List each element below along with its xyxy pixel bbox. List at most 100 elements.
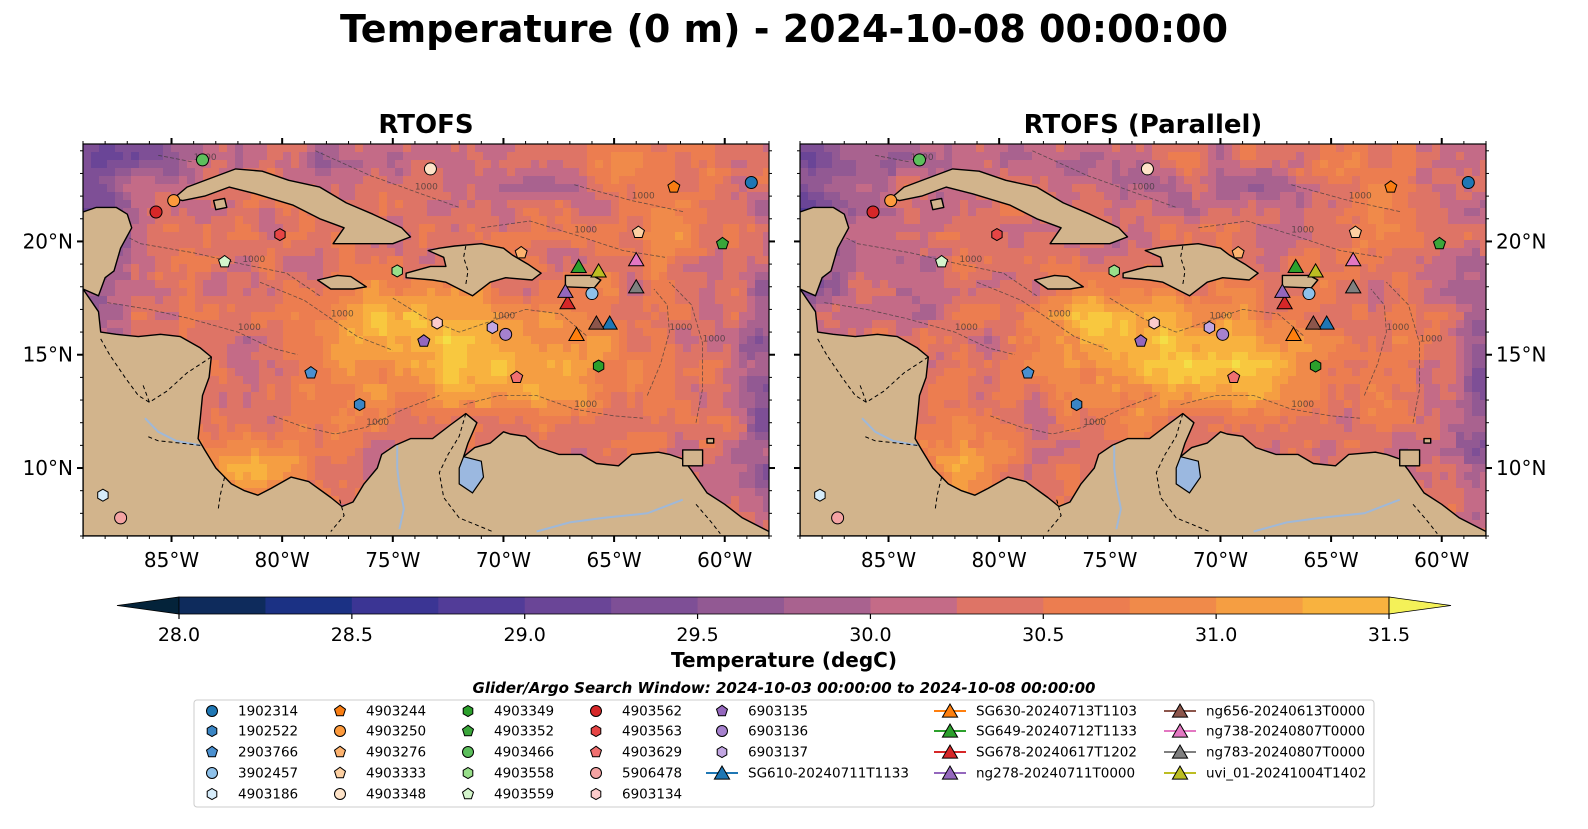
country-border [100,338,150,403]
legend-label: 1902522 [238,724,298,740]
colorbar-bin [611,597,699,614]
x-tick-label: 60°W [1414,548,1469,572]
bathymetry-contours: 1000 1000 1000 1000 1000 1000 1000 1000 1000 1000… [808,150,1443,435]
landmass-tobago [706,437,715,444]
colorbar-bin [1043,597,1131,614]
contour-label: 1000 [1349,192,1372,202]
legend-label: 2903766 [238,745,298,761]
platform-marker-uvi_01-20241004T1402 [590,262,608,278]
colorbar-extend-max [1388,596,1452,615]
platform-marker-6903135 [1134,334,1148,347]
landmass-hispaniola [405,243,542,297]
platform-marker-3902457 [585,287,599,301]
platform-marker-4903186 [814,488,826,502]
bathymetry-line [1180,395,1360,419]
legend-label: 4903333 [366,766,426,782]
platform-marker-SG630-20240713T1103 [1285,326,1302,341]
contour-label: 1000 [366,418,389,428]
river [861,417,918,447]
platform-marker-SG678-20240617T1202 [559,294,577,310]
colorbar-bin [870,597,958,614]
map-area: 1000 1000 1000 1000 1000 1000 1000 1000 1000 1000… [800,144,1486,536]
legend-marker-6903137 [716,745,728,759]
platform-marker-SG649-20240712T1133 [1287,258,1305,273]
legend-item: 4903250 [334,724,426,740]
axis-ticks: 85°W 80°W 75°W 70°W 65°W 60°W 20°N 15°N 10°N [23,138,775,572]
platform-marker-6903135 [417,334,431,347]
lake-maracaibo [458,455,485,494]
colorbar-tick-label: 31.0 [1195,624,1237,646]
legend-item: 4903629 [589,745,682,761]
legend-item: 6903137 [716,745,808,761]
legend-item: 6903135 [715,704,808,720]
legend-box [193,699,1375,808]
bathymetry-line [1109,297,1305,337]
contour-label: 1000 [242,255,265,265]
landmass-tobago [1423,437,1432,444]
legend-marker-4903563 [590,724,602,738]
legend-label: ng738-20240807T0000 [1206,724,1365,740]
bathymetry-line [481,220,666,258]
colorbar-tick-label: 30.5 [1022,624,1064,646]
legend-item: ng738-20240807T0000 [1164,723,1365,740]
legend-label: SG630-20240713T1103 [976,704,1137,720]
bathymetry-line [1198,220,1383,258]
legend-label: 5906478 [622,766,682,782]
platform-marker-4903186 [97,488,109,502]
legend-item: 4903562 [590,704,682,720]
country-border [695,503,721,535]
y-tick-label: 20°N [1496,229,1546,253]
platform-marker-6903134 [431,316,443,330]
platform-markers [97,153,758,525]
land [800,168,1486,536]
contour-label: 1000 [1048,309,1071,319]
contour-label: 1000 [1209,312,1232,322]
landmass-mainland [800,288,1486,536]
country-border [1047,499,1062,532]
legend-marker-6903134 [590,787,602,801]
legend-label: 6903134 [622,787,682,803]
bathymetry-line [875,154,911,163]
x-tick-label: 75°W [1082,548,1137,572]
platform-marker-SG678-20240617T1202 [1276,294,1294,310]
contour-label: 1000 [331,309,354,319]
country-border [817,338,867,403]
panel-frame [82,143,770,537]
platform-marker-6903137 [486,320,499,335]
bathymetry-line [91,218,321,297]
legend-label: 3902457 [238,766,298,782]
y-tick-label: 15°N [1496,343,1546,367]
platform-marker-2903766 [304,365,318,379]
platform-marker-4903244 [1384,180,1398,193]
bathymetry-line [976,281,1110,351]
x-tick-label: 70°W [476,548,531,572]
landmass-jamaica [316,274,367,290]
contour-label: 1000 [415,183,438,193]
y-tick-label: 20°N [23,229,73,253]
x-tick-label: 85°W [861,548,916,572]
bathymetry-line [1363,288,1387,396]
platform-marker-4903333 [631,225,645,238]
colorbar-label: Temperature (degC) [671,648,897,672]
legend-item: 4903348 [334,787,426,803]
landmass-hispaniola [1122,243,1259,297]
river [536,498,684,533]
landmass-mainland [83,288,769,536]
y-tick-label: 15°N [23,343,73,367]
bathymetry-line [990,395,1157,435]
platform-marker-4903563 [274,228,286,242]
landmass-jamaica [1033,274,1084,290]
panel-title: RTOFS (Parallel) [1024,110,1263,140]
y-tick-label: 10°N [23,456,73,480]
legend-item: SG610-20240711T1133 [706,765,909,782]
colorbar-frame [178,596,1390,615]
colorbar-tick-label: 29.5 [676,624,718,646]
panel-frame [799,143,1487,537]
colorbar-bin [265,597,353,614]
legend-marker-ng656-20240613T0000 [1171,703,1189,718]
legend-item: 4903333 [333,766,426,782]
colorbar-tick-label: 29.0 [504,624,546,646]
legend-item: 4903352 [461,724,554,740]
contour-label: 1000 [492,312,515,322]
